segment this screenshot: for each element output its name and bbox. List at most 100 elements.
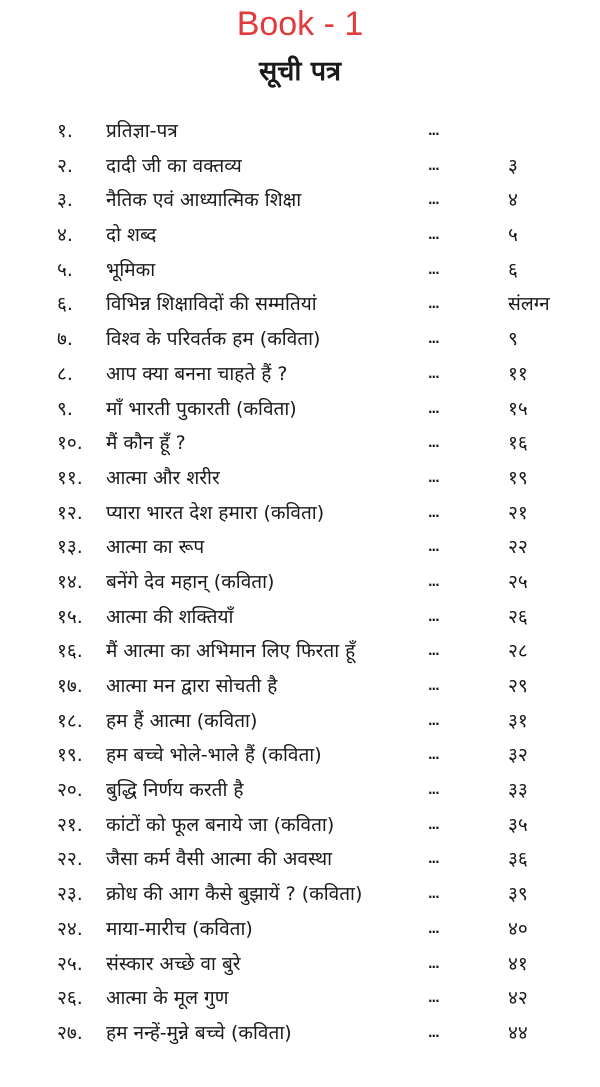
page-title: सूची पत्र (258, 56, 342, 87)
entry-leader-dots: ... (428, 783, 440, 798)
entry-leader-dots: ... (428, 332, 440, 347)
entry-title: दो शब्द (106, 224, 157, 247)
toc-entry: १६. मैं आत्मा का अभिमान लिए फिरता हूँ... २… (0, 634, 600, 669)
entry-page: २८ (508, 640, 528, 663)
entry-number: १३. (57, 536, 83, 559)
entry-leader-dots: ... (428, 366, 440, 381)
entry-number: २७. (57, 1021, 83, 1044)
entry-number: १. (57, 120, 73, 142)
entry-page: ३६ (508, 848, 528, 871)
toc-entry: २४. माया-मारीच (कविता)... ४० (0, 912, 600, 947)
entry-number: २०. (57, 779, 83, 802)
book-label: Book - 1 (236, 5, 364, 43)
toc-entry: २५. संस्कार अच्छे वा बुरे... ४१ (0, 947, 600, 982)
entry-leader-dots: ... (428, 713, 440, 728)
entry-page: ५ (508, 224, 518, 247)
entry-page: ४ (508, 189, 518, 212)
entry-number: २. (57, 154, 73, 177)
entry-number: १९. (57, 744, 83, 767)
entry-number: ३. (57, 189, 73, 212)
entry-number: २४. (57, 917, 83, 940)
entry-number: ८. (57, 362, 73, 385)
entry-title: आप क्या बनना चाहते हैं ? (106, 362, 288, 385)
toc-entry: २३. क्रोध की आग कैसे बुझायें ? (कविता)...… (0, 877, 600, 912)
toc-entry: २७. हम नन्हें-मुन्ने बच्चे (कविता)... ४४ (0, 1016, 600, 1051)
entry-page: १९ (508, 466, 528, 489)
entry-title: विश्व के परिवर्तक हम (कविता) (106, 328, 321, 351)
toc-entry: १४. बनेंगे देव महान् (कविता)... २५ (0, 565, 600, 600)
entry-page: संलग्न (508, 293, 550, 316)
entry-number: २६. (57, 987, 83, 1010)
toc-entry: १०. मैं कौन हूँ ?... १६ (0, 426, 600, 461)
entry-number: १८. (57, 709, 83, 732)
toc-entry: ३. नैतिक एवं आध्यात्मिक शिक्षा... ४ (0, 183, 600, 218)
entry-page: २२ (508, 536, 528, 559)
entry-number: २१. (57, 813, 83, 836)
entry-number: १२. (57, 501, 83, 524)
entry-title: प्रतिज्ञा-पत्र (106, 120, 178, 142)
entry-page: ३२ (508, 744, 528, 767)
entry-title: बुद्धि निर्णय करती है (106, 779, 244, 802)
entry-leader-dots: ... (428, 817, 440, 832)
entry-leader-dots: ... (428, 609, 440, 624)
entry-leader-dots: ... (428, 1025, 440, 1040)
entry-title: भूमिका (106, 258, 156, 281)
entry-title: माँ भारती पुकारती (कविता) (106, 397, 297, 420)
toc-entry: १३. आत्मा का रूप... २२ (0, 530, 600, 565)
toc-entry: ५. भूमिका... ६ (0, 253, 600, 288)
entry-page: ३५ (508, 813, 528, 836)
entry-title: नैतिक एवं आध्यात्मिक शिक्षा (106, 189, 302, 212)
entry-title: हम हैं आत्मा (कविता) (106, 709, 258, 732)
toc-entry: २०. बुद्धि निर्णय करती है... ३३ (0, 773, 600, 808)
toc-entry: ६. विभिन्न शिक्षाविदों की सम्मतियां... संल… (0, 287, 600, 322)
entry-page: ९ (508, 328, 518, 351)
entry-page: ३१ (508, 709, 528, 732)
entry-leader-dots: ... (428, 574, 440, 589)
entry-leader-dots: ... (428, 262, 440, 277)
entry-leader-dots: ... (428, 297, 440, 312)
toc-entry: ११. आत्मा और शरीर... १९ (0, 461, 600, 496)
toc-entry: १२. प्यारा भारत देश हमारा (कविता)... २१ (0, 496, 600, 531)
entry-title: मैं आत्मा का अभिमान लिए फिरता हूँ (106, 640, 356, 663)
entry-leader-dots: ... (428, 540, 440, 555)
entry-page: ४१ (508, 952, 528, 975)
entry-leader-dots: ... (428, 644, 440, 659)
entry-title: बनेंगे देव महान् (कविता) (106, 570, 275, 593)
entry-number: २३. (57, 883, 83, 906)
toc-entry: २. दादी जी का वक्तव्य... ३ (0, 149, 600, 184)
entry-number: ६. (57, 293, 73, 316)
toc-entry: २२. जैसा कर्म वैसी आत्मा की अवस्था... ३६ (0, 842, 600, 877)
entry-page: १५ (508, 397, 528, 420)
entry-leader-dots: ... (428, 852, 440, 867)
entry-number: ९. (57, 397, 73, 420)
entry-title: आत्मा की शक्तियाँ (106, 605, 234, 628)
entry-page: २१ (508, 501, 528, 524)
entry-number: ४. (57, 224, 73, 247)
entry-title: आत्मा का रूप (106, 536, 205, 559)
entry-title: हम नन्हें-मुन्ने बच्चे (कविता) (106, 1021, 292, 1044)
table-of-contents: १. प्रतिज्ञा-पत्र... २. दादी जी का वक्तव्य.… (0, 114, 600, 1051)
toc-entry: २६. आत्मा के मूल गुण... ४२ (0, 981, 600, 1016)
entry-page: ६ (508, 258, 518, 281)
entry-leader-dots: ... (428, 436, 440, 451)
entry-number: १६. (57, 640, 83, 663)
entry-number: १५. (57, 605, 83, 628)
entry-leader-dots: ... (428, 193, 440, 208)
entry-leader-dots: ... (428, 991, 440, 1006)
entry-title: मैं कौन हूँ ? (106, 432, 186, 455)
entry-page: ३९ (508, 883, 528, 906)
entry-title: आत्मा के मूल गुण (106, 987, 229, 1010)
entry-number: १४. (57, 570, 83, 593)
toc-entry: २१. कांटों को फूल बनाये जा (कविता)... ३५ (0, 808, 600, 843)
entry-leader-dots: ... (428, 748, 440, 763)
toc-entry: ४. दो शब्द... ५ (0, 218, 600, 253)
entry-leader-dots: ... (428, 505, 440, 520)
entry-leader-dots: ... (428, 679, 440, 693)
entry-leader-dots: ... (428, 956, 440, 971)
entry-leader-dots: ... (428, 470, 440, 485)
entry-number: ५. (57, 258, 73, 281)
toc-entry: १८. हम हैं आत्मा (कविता)... ३१ (0, 704, 600, 739)
entry-page: ३ (508, 154, 518, 177)
entry-page: २५ (508, 570, 528, 593)
toc-entry: ७. विश्व के परिवर्तक हम (कविता)... ९ (0, 322, 600, 357)
